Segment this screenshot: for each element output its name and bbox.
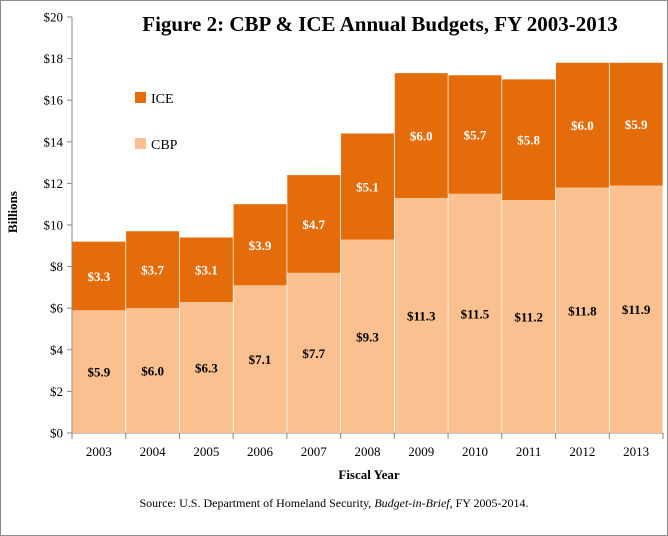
x-tick-label: 2009 xyxy=(408,444,434,459)
y-tick-label: $6 xyxy=(50,301,64,316)
bar-ice-2003 xyxy=(72,241,126,311)
bar-ice-2004 xyxy=(126,231,180,309)
y-tick-label: $18 xyxy=(44,51,64,66)
bar-ice-2008 xyxy=(341,133,394,240)
y-tick-label: $20 xyxy=(44,10,64,25)
bar-cbp-2012 xyxy=(555,187,609,433)
data-label-cbp-2009: $11.3 xyxy=(407,308,436,323)
data-label-cbp-2013: $11.9 xyxy=(622,302,651,317)
source-suffix: , FY 2005-2014. xyxy=(449,496,529,510)
bar-ice-2013 xyxy=(609,62,663,186)
data-label-ice-2004: $3.7 xyxy=(141,263,164,278)
bar-ice-2011 xyxy=(502,79,556,201)
chart-title: Figure 2: CBP & ICE Annual Budgets, FY 2… xyxy=(142,12,617,36)
x-tick-label: 2012 xyxy=(569,444,595,459)
data-label-cbp-2008: $9.3 xyxy=(356,329,379,344)
data-label-ice-2008: $5.1 xyxy=(356,180,379,195)
data-label-cbp-2007: $7.7 xyxy=(302,346,325,361)
bar-ice-2007 xyxy=(287,175,341,273)
y-tick-label: $16 xyxy=(44,93,64,108)
x-tick-label: 2007 xyxy=(301,444,328,459)
x-tick-label: 2005 xyxy=(193,444,219,459)
legend-label-ice: ICE xyxy=(151,92,174,107)
x-tick-label: 2013 xyxy=(623,444,649,459)
y-axis: $0 $2 $4 $6 $8 $10 $12 $14 $16 $18 $20 xyxy=(44,10,73,441)
legend-swatch-cbp xyxy=(135,138,146,149)
y-tick-label: $14 xyxy=(44,134,64,149)
x-tick-label: 2003 xyxy=(86,444,112,459)
data-label-ice-2009: $6.0 xyxy=(410,129,433,144)
bar-ice-2005 xyxy=(179,237,233,302)
bar-cbp-2013 xyxy=(609,185,663,433)
bar-cbp-2006 xyxy=(233,285,287,433)
y-tick-label: $0 xyxy=(50,426,63,441)
bar-ice-2006 xyxy=(233,204,287,286)
bar-cbp-2010 xyxy=(448,193,502,433)
bar-cbp-2008 xyxy=(341,239,394,433)
bars: $5.9 $3.3 $6.0 $3.7 $6.3 $3.1 $7.1 $3.9 $7.7 $4.7… xyxy=(72,62,663,433)
source-title: Budget-in-Brief xyxy=(374,496,450,510)
x-tick-label: 2004 xyxy=(140,444,167,459)
bar-cbp-2009 xyxy=(394,197,448,433)
bar-cbp-2004 xyxy=(126,308,180,433)
data-label-ice-2005: $3.1 xyxy=(195,263,218,278)
source-prefix: Source: U.S. Department of Homeland Secu… xyxy=(139,496,375,510)
data-label-cbp-2003: $5.9 xyxy=(87,365,110,380)
bar-cbp-2003 xyxy=(72,310,126,433)
bar-cbp-2011 xyxy=(502,200,556,433)
legend-swatch-ice xyxy=(135,92,146,103)
bar-cbp-2005 xyxy=(179,301,233,433)
bar-cbp-2007 xyxy=(287,272,341,433)
legend: ICE CBP xyxy=(135,92,178,153)
bar-ice-2009 xyxy=(394,73,448,198)
data-label-ice-2010: $5.7 xyxy=(464,128,487,143)
y-axis-label: Billions xyxy=(5,191,20,233)
bar-ice-2010 xyxy=(448,75,502,194)
y-tick-label: $8 xyxy=(50,259,63,274)
y-tick-label: $2 xyxy=(50,384,63,399)
data-label-ice-2003: $3.3 xyxy=(87,269,110,284)
data-label-cbp-2006: $7.1 xyxy=(249,352,272,367)
x-tick-label: 2008 xyxy=(355,444,381,459)
bar-ice-2012 xyxy=(555,62,609,188)
y-tick-label: $10 xyxy=(44,218,64,233)
data-label-cbp-2005: $6.3 xyxy=(195,360,218,375)
data-label-ice-2013: $5.9 xyxy=(625,117,648,132)
x-tick-label: 2006 xyxy=(247,444,274,459)
x-axis: 2003 2004 2005 2006 2007 2008 2009 2010 2011 2012… xyxy=(71,432,664,459)
data-label-ice-2006: $3.9 xyxy=(249,238,272,253)
y-tick-label: $12 xyxy=(44,176,64,191)
data-label-ice-2007: $4.7 xyxy=(302,217,325,232)
data-label-ice-2011: $5.8 xyxy=(517,133,540,148)
data-label-cbp-2012: $11.8 xyxy=(568,303,597,318)
data-label-cbp-2011: $11.2 xyxy=(514,310,543,325)
legend-label-cbp: CBP xyxy=(151,138,178,153)
data-label-ice-2012: $6.0 xyxy=(571,118,594,133)
y-tick-label: $4 xyxy=(50,342,64,357)
data-label-cbp-2004: $6.0 xyxy=(141,364,164,379)
x-tick-label: 2011 xyxy=(516,444,542,459)
x-axis-label: Fiscal Year xyxy=(338,467,399,482)
data-label-cbp-2010: $11.5 xyxy=(461,306,490,321)
source-note: Source: U.S. Department of Homeland Secu… xyxy=(0,496,668,511)
x-tick-label: 2010 xyxy=(462,444,488,459)
